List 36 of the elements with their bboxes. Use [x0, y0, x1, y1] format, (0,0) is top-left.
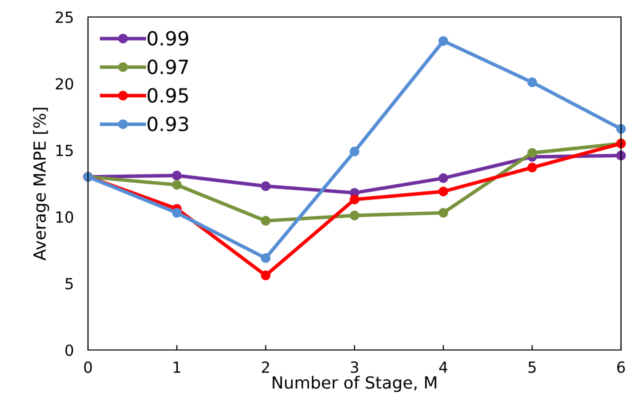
y-tick-label: 25: [56, 11, 73, 24]
x-tick-label: 3: [350, 361, 358, 373]
y-tick-label: 20: [56, 78, 74, 90]
x-tick-label: 5: [528, 362, 536, 373]
point: [350, 210, 360, 220]
y-axis-title: Average MAPE [%]: [32, 108, 50, 260]
point: [260, 270, 271, 280]
x-tick-label: 4: [439, 362, 448, 373]
point: [438, 173, 448, 184]
legend-label: 0.97: [148, 59, 188, 74]
y-tick-label: 0: [65, 344, 74, 356]
point: [260, 253, 271, 263]
point: [260, 216, 271, 226]
point: [350, 146, 360, 156]
x-axis-title: Number of Stage, M: [272, 376, 436, 392]
point: [438, 208, 448, 218]
point: [438, 36, 448, 46]
legend-label: 0.95: [148, 88, 188, 103]
point: [172, 208, 182, 218]
point: [527, 77, 538, 88]
x-tick-label: 2: [262, 361, 269, 373]
point: [260, 181, 271, 192]
legend-label: 0.93: [148, 116, 188, 132]
point: [527, 162, 538, 172]
x-tick-label: 6: [617, 361, 625, 373]
point: [438, 186, 448, 196]
point: [350, 194, 360, 204]
point: [172, 180, 182, 190]
legend-label: 0.99: [148, 30, 188, 46]
y-tick-label: 5: [66, 278, 73, 290]
x-tick-label: 1: [174, 362, 180, 373]
point: [172, 170, 182, 180]
point: [527, 148, 538, 158]
y-tick-label: 10: [56, 211, 74, 223]
x-tick-label: 0: [84, 361, 92, 373]
y-tick-label: 15: [56, 144, 73, 156]
